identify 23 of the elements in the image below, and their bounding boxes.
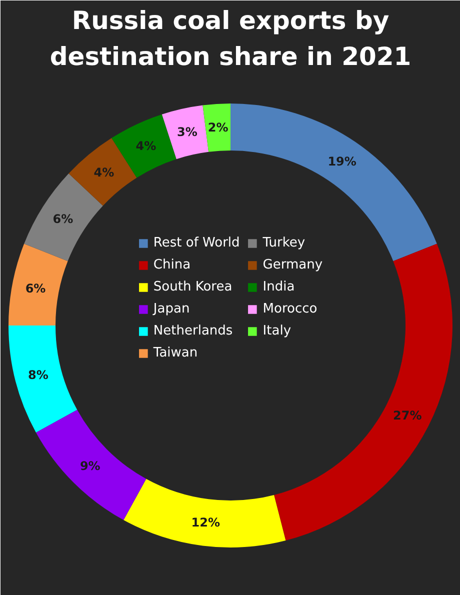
legend-label: Italy [262, 323, 292, 338]
legend-label: Rest of World [153, 235, 240, 250]
data-label: 6% [52, 212, 74, 226]
data-label: 27% [393, 408, 422, 423]
legend-label: Taiwan [153, 345, 198, 360]
data-label: 9% [80, 458, 100, 473]
data-label: 6% [25, 281, 46, 296]
legend-label: South Korea [153, 279, 232, 294]
chart-title: Russia coal exports by destination share in 2021 [50, 6, 412, 71]
data-label: 4% [136, 138, 156, 153]
legend-label: Netherlands [153, 323, 233, 338]
data-label: 19% [328, 154, 356, 168]
data-label: 2% [208, 120, 228, 134]
legend-label: China [153, 257, 191, 272]
legend-label: Turkey [262, 235, 306, 250]
legend-label: Morocco [262, 301, 318, 316]
data-label: 4% [94, 166, 114, 180]
legend-label: Germany [262, 257, 323, 272]
data-label: 3% [177, 124, 198, 139]
data-label: 12% [191, 515, 220, 530]
legend-label: India [262, 279, 295, 294]
data-label: 8% [28, 368, 48, 382]
legend-label: Japan [153, 301, 190, 316]
